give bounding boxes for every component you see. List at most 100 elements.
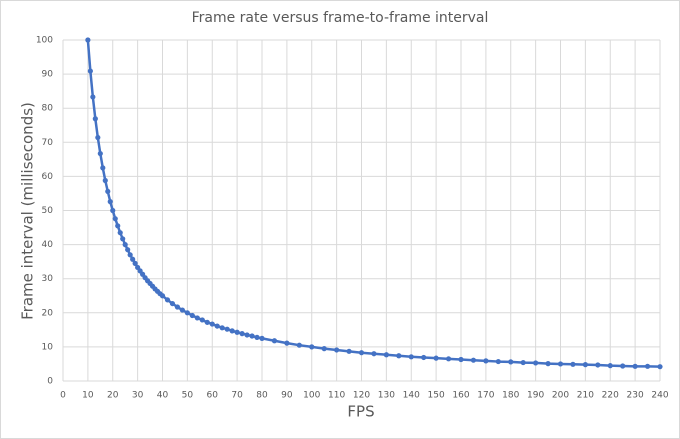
x-tick-label: 170: [477, 391, 494, 401]
data-point: [254, 334, 260, 340]
data-point: [644, 363, 651, 369]
x-axis-label: FPS: [347, 403, 374, 421]
y-axis-label: Frame interval (milliseconds): [19, 102, 37, 320]
data-point: [557, 361, 564, 367]
data-point: [92, 116, 98, 122]
x-tick-label: 120: [353, 391, 370, 401]
data-point: [657, 364, 663, 370]
x-tick-label: 220: [602, 391, 619, 401]
data-point: [570, 361, 576, 367]
data-point: [127, 252, 133, 258]
data-point: [607, 363, 613, 369]
data-point: [620, 363, 626, 369]
data-point: [421, 354, 427, 361]
y-tick-label: 40: [42, 240, 54, 250]
data-point: [309, 344, 315, 350]
data-point: [284, 340, 290, 346]
data-point: [249, 333, 255, 339]
x-tick-label: 160: [452, 391, 469, 401]
data-point: [107, 199, 113, 205]
data-point: [102, 177, 108, 184]
data-point: [204, 319, 210, 325]
data-point: [346, 348, 352, 354]
data-point: [396, 353, 402, 359]
x-tick-label: 130: [378, 391, 395, 401]
data-point: [169, 300, 176, 307]
x-tick-label: 240: [651, 391, 668, 401]
data-point: [470, 357, 477, 363]
x-tick-label: 80: [256, 391, 268, 401]
x-tick-label: 200: [552, 391, 569, 401]
data-point: [445, 356, 452, 362]
data-point: [582, 362, 588, 368]
data-point: [97, 150, 103, 157]
y-tick-label: 60: [42, 172, 54, 182]
data-point: [508, 359, 514, 365]
data-point: [239, 331, 245, 337]
data-point: [458, 356, 464, 363]
data-point: [110, 207, 116, 214]
data-point: [244, 332, 250, 338]
x-tick-label: 110: [328, 391, 345, 401]
y-tick-label: 30: [42, 274, 54, 284]
data-point: [115, 223, 121, 229]
x-tick-label: 90: [281, 391, 293, 401]
x-tick-label: 190: [527, 391, 544, 401]
data-point: [271, 338, 278, 344]
data-point: [85, 37, 91, 43]
y-tick-label: 90: [42, 70, 54, 80]
x-tick-label: 60: [207, 391, 219, 401]
x-tick-label: 10: [82, 391, 94, 401]
data-point: [100, 165, 106, 171]
data-point: [495, 358, 501, 365]
data-point: [433, 355, 439, 361]
data-point: [122, 242, 128, 248]
data-point: [229, 328, 235, 334]
x-tick-label: 40: [157, 391, 169, 401]
data-point: [371, 351, 377, 357]
x-tick-label: 230: [627, 391, 644, 401]
data-point: [259, 335, 265, 341]
data-point: [95, 134, 101, 141]
data-point: [125, 247, 131, 253]
data-point: [483, 358, 489, 364]
data-point: [189, 312, 195, 319]
x-tick-label: 50: [182, 391, 194, 401]
x-tick-label: 140: [403, 391, 420, 401]
data-point: [87, 68, 93, 74]
data-point: [224, 326, 230, 332]
data-point: [132, 260, 138, 266]
data-point: [383, 352, 389, 358]
x-tick-label: 210: [577, 391, 594, 401]
data-point: [321, 346, 327, 352]
data-point: [533, 360, 539, 366]
data-point: [296, 342, 302, 348]
data-point: [117, 230, 123, 236]
data-point: [120, 236, 126, 242]
data-point: [595, 362, 601, 368]
data-point: [130, 256, 136, 262]
y-tick-label: 10: [42, 342, 54, 352]
y-tick-label: 0: [47, 377, 53, 387]
data-point: [112, 216, 118, 222]
data-point: [174, 304, 181, 310]
y-tick-label: 20: [42, 308, 54, 318]
y-tick-label: 100: [36, 36, 53, 46]
data-point: [219, 325, 225, 331]
data-point: [234, 329, 240, 335]
chart-title: Frame rate versus frame-to-frame interva…: [192, 10, 489, 26]
data-point: [632, 363, 638, 369]
data-point: [358, 350, 365, 356]
x-tick-label: 20: [107, 391, 119, 401]
x-tick-label: 150: [428, 391, 445, 401]
data-point: [105, 188, 111, 195]
data-point: [90, 94, 96, 100]
x-tick-label: 70: [231, 391, 243, 401]
y-tick-label: 80: [42, 104, 54, 114]
data-point: [179, 307, 185, 313]
data-point: [159, 293, 166, 299]
data-point: [194, 315, 200, 321]
x-tick-label: 180: [502, 391, 519, 401]
